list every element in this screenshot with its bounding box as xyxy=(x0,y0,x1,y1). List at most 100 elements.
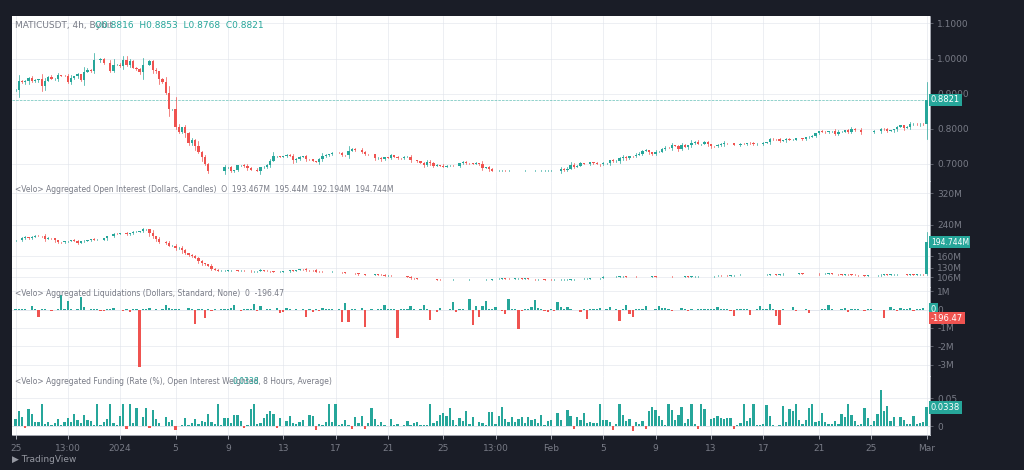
Bar xyxy=(20,238,24,240)
Bar xyxy=(237,310,239,311)
Bar xyxy=(67,418,69,426)
Bar xyxy=(141,229,144,231)
Bar xyxy=(919,309,922,310)
Bar xyxy=(259,270,261,271)
Bar xyxy=(269,161,271,165)
Bar xyxy=(654,410,656,426)
Bar xyxy=(99,425,101,426)
Bar xyxy=(775,310,777,316)
Bar xyxy=(262,418,265,426)
Bar xyxy=(765,142,768,143)
Bar xyxy=(113,234,115,235)
Bar xyxy=(527,417,529,426)
Bar xyxy=(534,419,536,426)
Bar xyxy=(174,110,177,126)
Bar xyxy=(824,309,826,310)
Bar xyxy=(272,156,274,161)
Bar xyxy=(230,308,232,310)
Bar xyxy=(325,422,327,426)
Text: <Velo> Aggregated Funding (Rate (%), Open Interest Weighted, 8 Hours, Average): <Velo> Aggregated Funding (Rate (%), Ope… xyxy=(15,377,337,386)
Bar xyxy=(308,415,310,426)
Bar xyxy=(50,77,52,79)
Bar xyxy=(93,425,95,426)
Bar xyxy=(556,303,559,310)
Bar xyxy=(187,253,189,255)
Bar xyxy=(618,310,621,321)
Bar xyxy=(723,419,725,426)
Bar xyxy=(687,145,689,147)
Bar xyxy=(462,162,464,163)
Bar xyxy=(811,135,813,136)
Bar xyxy=(586,310,588,320)
Bar xyxy=(915,124,918,125)
Bar xyxy=(28,409,30,426)
Bar xyxy=(289,155,291,156)
Bar xyxy=(475,163,477,164)
Bar xyxy=(364,151,366,154)
Bar xyxy=(168,243,170,246)
Bar xyxy=(769,415,771,426)
Bar xyxy=(629,157,631,158)
Bar xyxy=(344,420,346,426)
Bar xyxy=(302,420,304,426)
Bar xyxy=(318,159,321,162)
Bar xyxy=(311,416,313,426)
Bar xyxy=(357,273,359,274)
Bar xyxy=(569,416,571,426)
Bar xyxy=(311,159,313,161)
Bar xyxy=(155,309,157,310)
Bar xyxy=(739,144,741,145)
Bar xyxy=(328,154,330,155)
Bar xyxy=(625,421,628,426)
Text: 0.0338: 0.0338 xyxy=(931,403,961,412)
Bar xyxy=(113,423,115,426)
Bar xyxy=(44,424,46,426)
Bar xyxy=(713,418,716,426)
Bar xyxy=(657,306,659,310)
Bar xyxy=(873,131,876,132)
Bar xyxy=(707,142,709,144)
Bar xyxy=(432,423,434,426)
Bar xyxy=(322,308,324,310)
Bar xyxy=(622,157,624,158)
Bar xyxy=(289,416,291,426)
Bar xyxy=(468,424,471,426)
Bar xyxy=(289,270,291,271)
Bar xyxy=(850,415,853,426)
Bar xyxy=(547,310,549,312)
Bar xyxy=(703,142,706,144)
Bar xyxy=(129,404,131,426)
Bar xyxy=(788,409,791,426)
Bar xyxy=(178,126,180,132)
Bar xyxy=(47,77,49,81)
Bar xyxy=(93,60,95,71)
Bar xyxy=(158,423,161,426)
Bar xyxy=(237,165,239,170)
Bar xyxy=(753,143,755,144)
Bar xyxy=(906,424,908,426)
Bar xyxy=(677,415,680,426)
Bar xyxy=(83,306,85,310)
Bar xyxy=(256,423,258,426)
Bar xyxy=(148,308,151,310)
Bar xyxy=(220,425,222,426)
Bar xyxy=(322,425,324,426)
Bar xyxy=(883,411,885,426)
Bar xyxy=(318,310,321,311)
Bar xyxy=(583,163,585,164)
Bar xyxy=(217,404,219,426)
Bar xyxy=(504,310,507,314)
Bar xyxy=(909,308,911,310)
Bar xyxy=(158,71,161,79)
Bar xyxy=(165,417,167,426)
Bar xyxy=(122,310,125,311)
Bar xyxy=(629,419,631,426)
Bar xyxy=(700,404,702,426)
Bar xyxy=(808,407,810,426)
Bar xyxy=(201,421,203,426)
Bar xyxy=(684,423,686,426)
Bar xyxy=(318,424,321,426)
Bar xyxy=(135,408,137,426)
Bar xyxy=(380,422,382,426)
Bar xyxy=(459,163,461,165)
